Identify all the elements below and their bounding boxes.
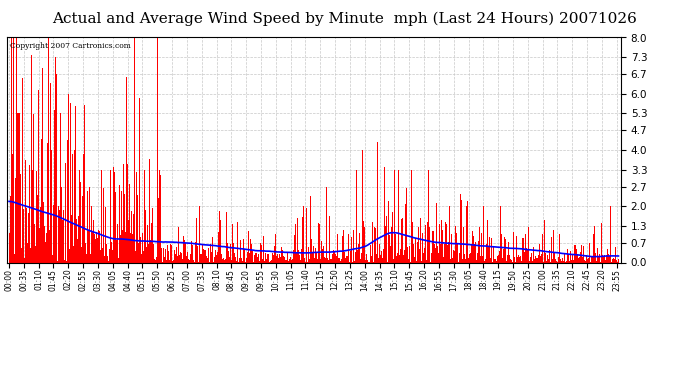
Text: Actual and Average Wind Speed by Minute  mph (Last 24 Hours) 20071026: Actual and Average Wind Speed by Minute … [52,11,638,26]
Text: Copyright 2007 Cartronics.com: Copyright 2007 Cartronics.com [10,42,131,50]
